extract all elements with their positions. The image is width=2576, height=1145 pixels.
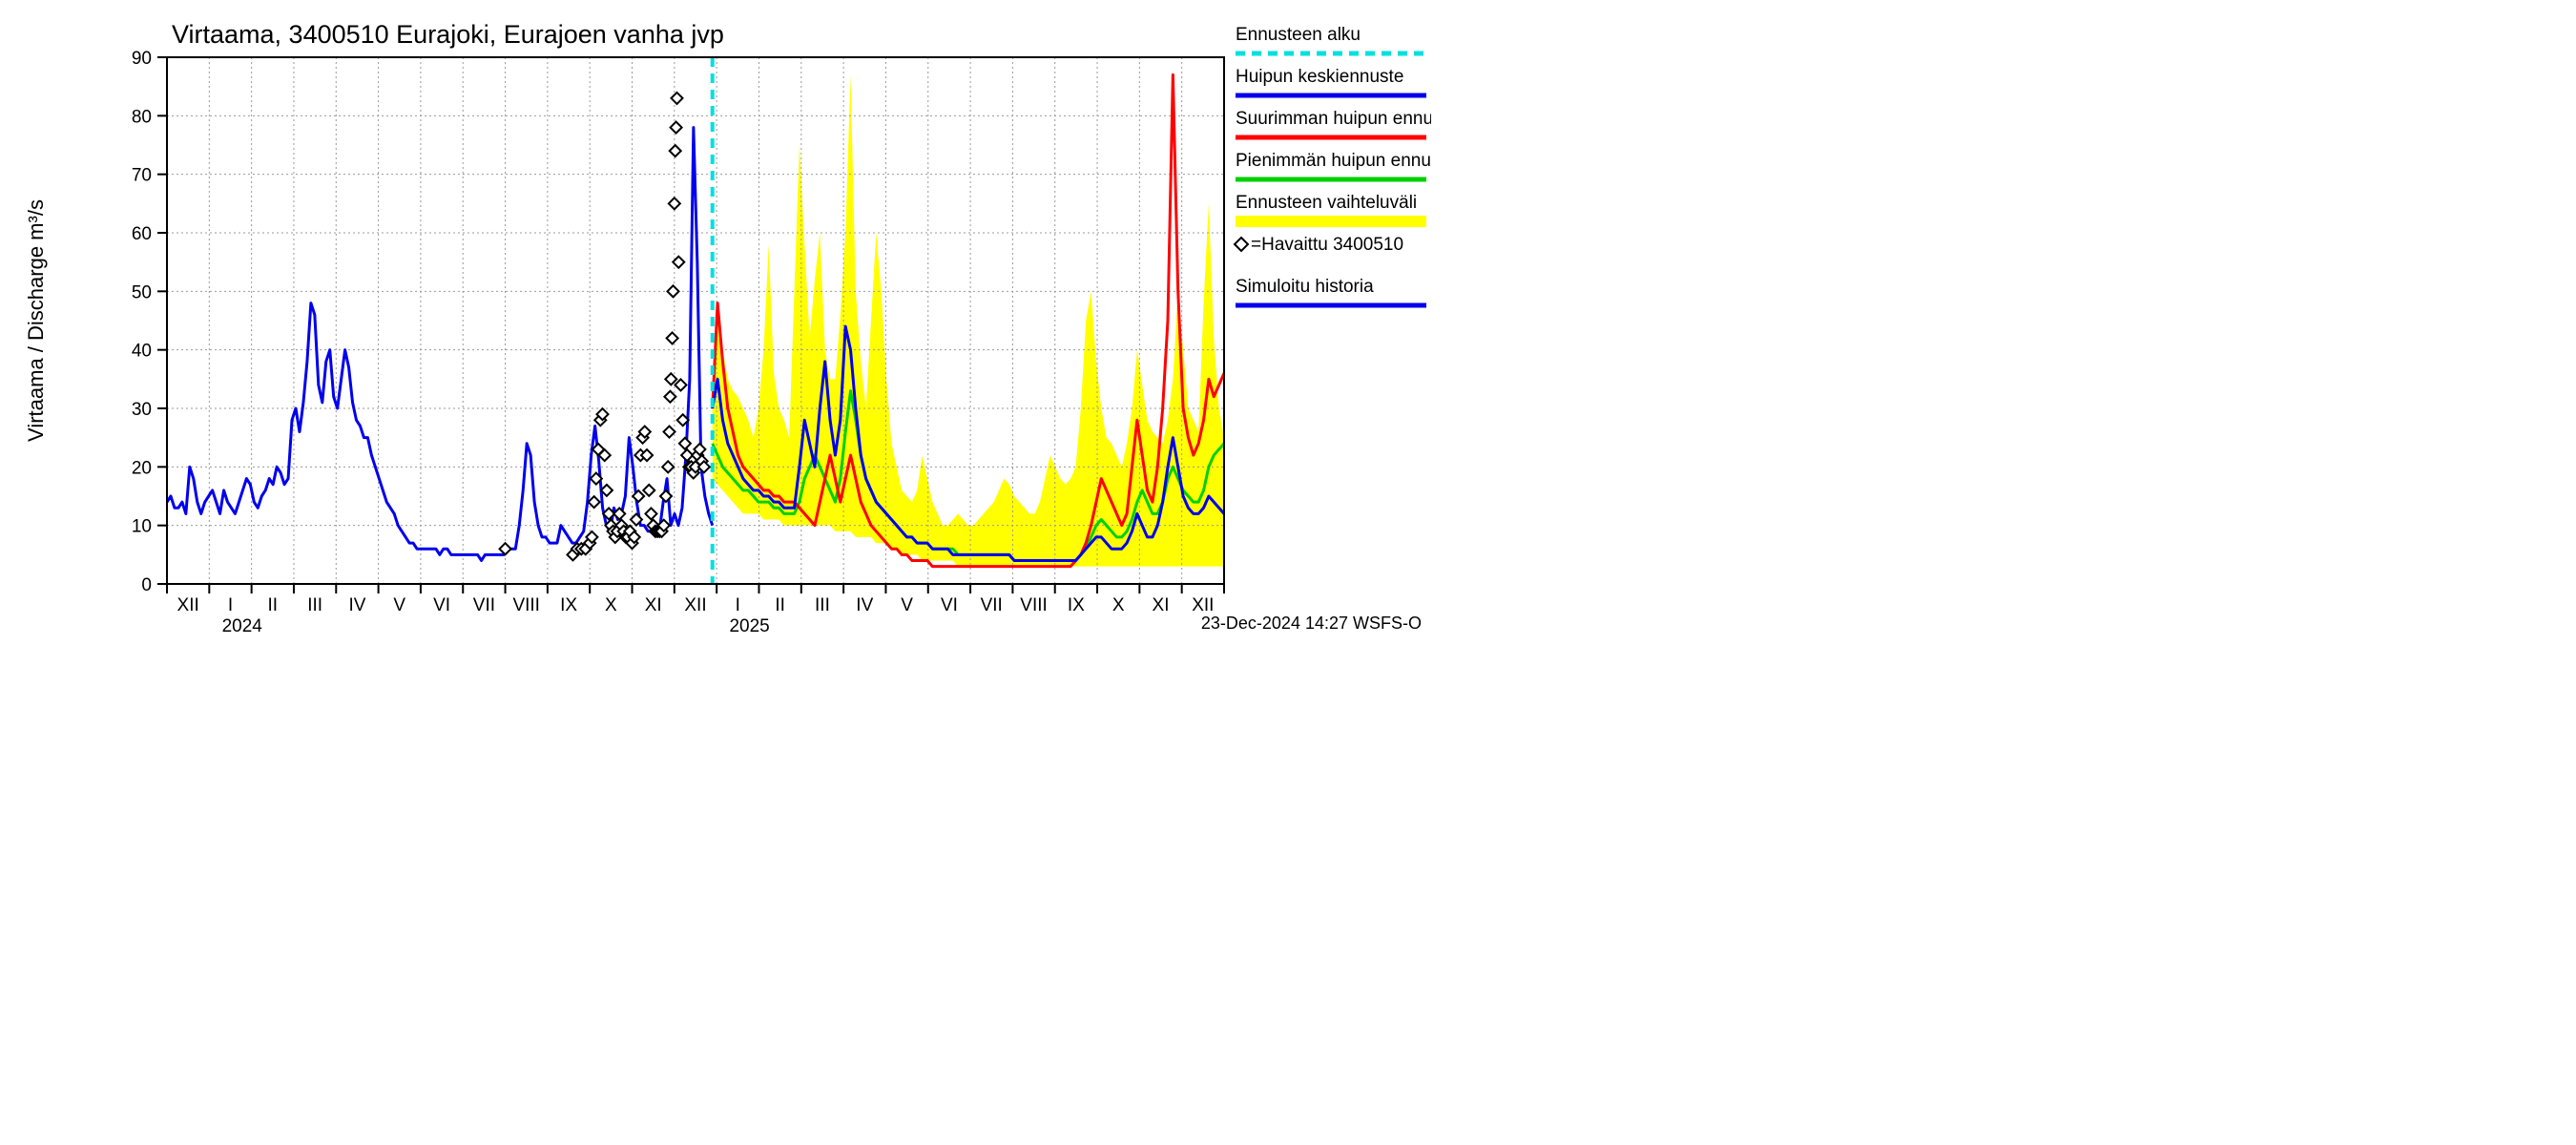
discharge-chart: 0102030405060708090XIIIIIIIIIVVVIVIIVIII… [0, 0, 1431, 636]
y-tick-label: 50 [132, 282, 152, 302]
x-year-label: 2024 [222, 616, 263, 636]
y-axis-title: Virtaama / Discharge m³/s [24, 199, 48, 442]
chart-container: 0102030405060708090XIIIIIIIIIVVVIVIIVIII… [0, 0, 1431, 636]
legend-label: Simuloitu historia [1236, 277, 1374, 297]
x-tick-label: IX [1068, 595, 1085, 615]
y-tick-label: 20 [132, 458, 152, 478]
x-tick-label: I [228, 595, 233, 615]
y-tick-label: 10 [132, 517, 152, 537]
y-tick-label: 0 [141, 575, 152, 595]
footer-timestamp: 23-Dec-2024 14:27 WSFS-O [1201, 614, 1422, 633]
legend-swatch [1235, 238, 1248, 251]
y-tick-label: 80 [132, 107, 152, 127]
x-tick-label: III [815, 595, 830, 615]
y-tick-label: 90 [132, 49, 152, 69]
x-tick-label: X [1112, 595, 1125, 615]
legend-swatch [1236, 216, 1426, 227]
x-tick-label: VI [941, 595, 958, 615]
legend-label: Pienimmän huipun ennuste [1236, 151, 1431, 171]
legend-label: Suurimman huipun ennuste [1236, 109, 1431, 129]
x-tick-label: X [605, 595, 617, 615]
x-tick-label: VIII [512, 595, 540, 615]
legend-label: Ennusteen vaihteluväli [1236, 193, 1417, 213]
y-tick-label: 70 [132, 166, 152, 186]
x-tick-label: IX [560, 595, 577, 615]
x-tick-label: III [307, 595, 322, 615]
x-tick-label: II [775, 595, 785, 615]
x-tick-label: XI [1153, 595, 1170, 615]
x-tick-label: VIII [1020, 595, 1048, 615]
x-tick-label: V [393, 595, 405, 615]
legend-label: Ennusteen alku [1236, 25, 1361, 45]
x-tick-label: XII [684, 595, 706, 615]
x-tick-label: I [736, 595, 740, 615]
x-tick-label: XI [645, 595, 662, 615]
legend-label: =Havaittu 3400510 [1251, 235, 1403, 255]
x-tick-label: VI [433, 595, 450, 615]
y-tick-label: 30 [132, 400, 152, 420]
chart-title: Virtaama, 3400510 Eurajoki, Eurajoen van… [172, 20, 724, 49]
x-tick-label: VII [981, 595, 1003, 615]
y-tick-label: 60 [132, 224, 152, 244]
x-tick-label: VII [473, 595, 495, 615]
x-tick-label: XII [177, 595, 199, 615]
legend-label: Huipun keskiennuste [1236, 67, 1403, 87]
x-tick-label: V [901, 595, 913, 615]
x-year-label: 2025 [729, 616, 769, 636]
x-tick-label: II [268, 595, 279, 615]
x-tick-label: IV [348, 595, 365, 615]
x-tick-label: IV [856, 595, 873, 615]
x-tick-label: XII [1192, 595, 1214, 615]
y-tick-label: 40 [132, 342, 152, 362]
